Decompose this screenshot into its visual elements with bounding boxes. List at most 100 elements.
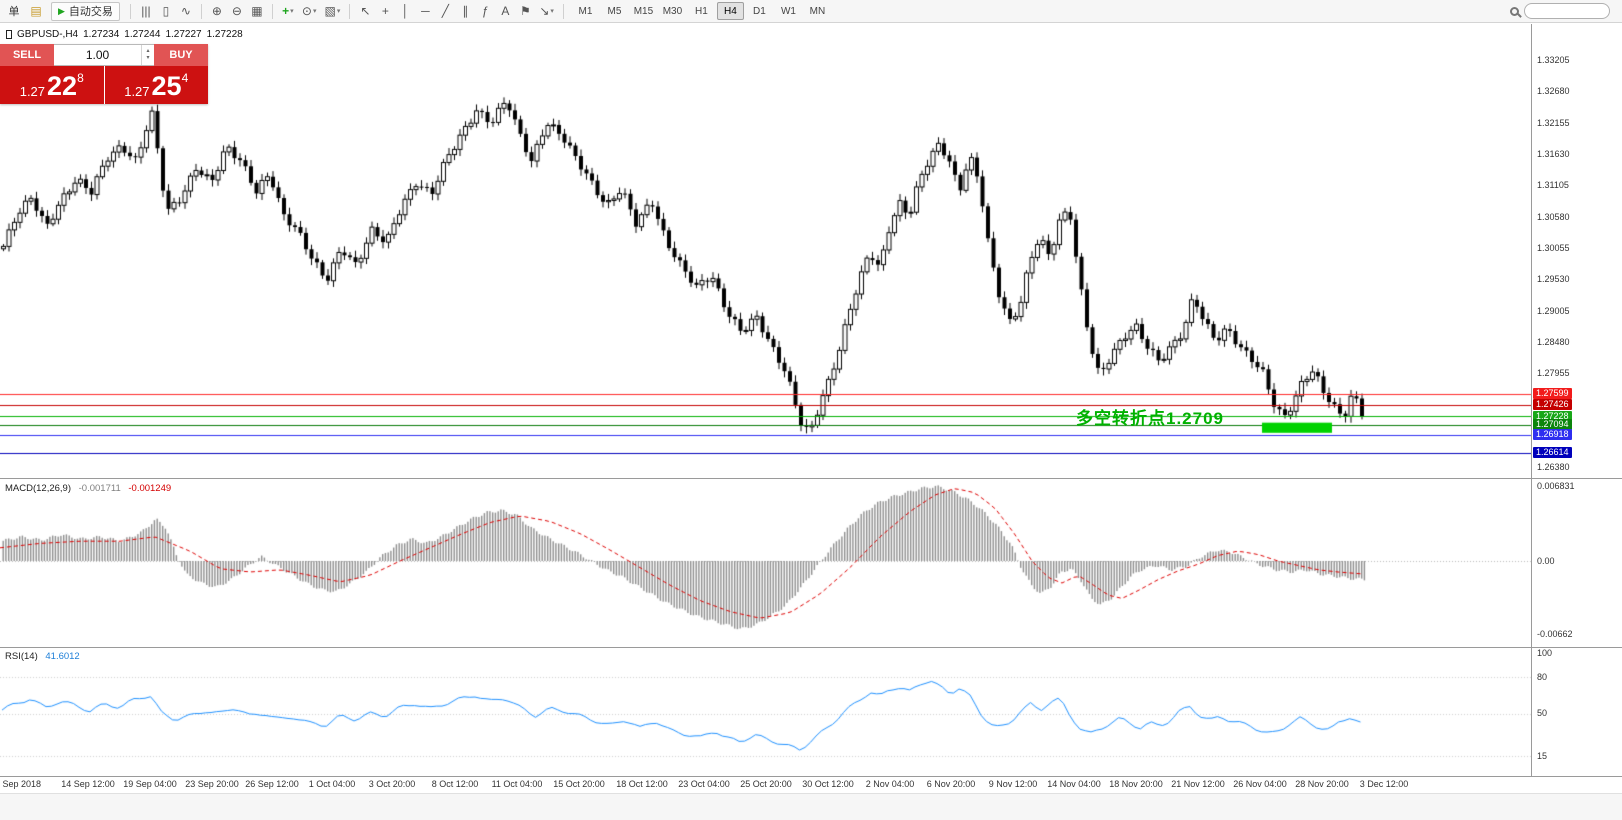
toolbar-separator bbox=[200, 3, 202, 19]
time-label: 26 Sep 12:00 bbox=[245, 779, 299, 789]
toolbar-separator bbox=[349, 3, 351, 19]
panel-separator[interactable] bbox=[0, 478, 1622, 479]
timeframe-button-m5[interactable]: M5 bbox=[607, 5, 622, 17]
tile-windows-icon[interactable]: ▦ bbox=[247, 2, 267, 21]
rsi-title: RSI(14) bbox=[5, 651, 38, 662]
autotrading-button[interactable]: ▶ 自动交易 bbox=[51, 1, 120, 21]
price-tag: 1.27094 bbox=[1533, 419, 1572, 430]
bar-chart-icon-glyph: ||| bbox=[141, 4, 151, 18]
time-label: 9 Nov 12:00 bbox=[988, 779, 1038, 789]
time-label: 6 Nov 20:00 bbox=[926, 779, 976, 789]
sell-price[interactable]: 1.27 22 8 bbox=[0, 66, 105, 104]
rsi-value: 41.6012 bbox=[45, 651, 80, 662]
timeframe-buttons: M1 M5 M15 M30 H1 H4 D1 W1 MN bbox=[571, 2, 832, 20]
tile-windows-icon-glyph: ▦ bbox=[251, 4, 263, 18]
bar-chart-icon[interactable]: ||| bbox=[136, 2, 156, 21]
timeframe-button-h1[interactable]: H1 bbox=[695, 5, 708, 17]
vertical-line-icon[interactable]: │ bbox=[395, 2, 415, 21]
symbol-ohlc-line: GBPUSD-,H4 1.27234 1.27244 1.27227 1.272… bbox=[6, 29, 243, 40]
time-label: 26 Nov 04:00 bbox=[1233, 779, 1287, 789]
time-label: 28 Nov 20:00 bbox=[1295, 779, 1349, 789]
price-tag: 1.27599 bbox=[1533, 388, 1572, 399]
candlestick-chart-icon[interactable]: ▯ bbox=[156, 2, 176, 21]
price-scale-label: 1.32155 bbox=[1537, 118, 1570, 128]
time-label: 14 Nov 04:00 bbox=[1047, 779, 1101, 789]
spinner-up-icon[interactable]: ▴ bbox=[146, 48, 150, 54]
volume-box: ▴ ▾ bbox=[54, 44, 154, 66]
templates-icon-glyph: ▧ bbox=[324, 4, 336, 18]
macd-signal-value: -0.001249 bbox=[128, 483, 172, 494]
arrows-icon[interactable]: ↘ ▾ bbox=[535, 2, 558, 21]
profiles-icon[interactable]: ▤ bbox=[26, 2, 46, 21]
text-icon[interactable]: A bbox=[495, 2, 515, 21]
cursor-icon[interactable]: ↖ bbox=[355, 2, 375, 21]
price-tag: 1.27228 bbox=[1533, 411, 1572, 422]
toolbar-search bbox=[1510, 3, 1618, 19]
volume-spinner[interactable]: ▴ ▾ bbox=[141, 45, 154, 65]
dropdown-caret-icon: ▾ bbox=[312, 8, 317, 15]
price-scale-label: 1.31105 bbox=[1537, 180, 1569, 190]
time-label: 30 Oct 12:00 bbox=[802, 779, 854, 789]
spinner-down-icon[interactable]: ▾ bbox=[146, 55, 150, 61]
main-chart-canvas[interactable] bbox=[0, 24, 1532, 478]
zoom-out-icon[interactable]: ⊖ bbox=[227, 2, 247, 21]
volume-input[interactable] bbox=[54, 45, 141, 65]
channel-icon[interactable]: ∥ bbox=[455, 2, 475, 21]
window-bottom-strip bbox=[0, 793, 1622, 820]
ohlc-open: 1.27234 bbox=[83, 29, 120, 40]
horizontal-line-icon-glyph: ─ bbox=[421, 4, 430, 18]
toolbar-separator bbox=[562, 3, 564, 19]
timeframe-button-m30[interactable]: M30 bbox=[662, 5, 683, 17]
timeframe-button-h4[interactable]: H4 bbox=[716, 2, 744, 20]
time-label: 8 Oct 12:00 bbox=[431, 779, 479, 789]
price-scale-label: 1.30055 bbox=[1537, 243, 1570, 253]
new-order-button[interactable]: 单 bbox=[8, 6, 20, 18]
text-icon-glyph: A bbox=[501, 4, 510, 18]
trade-top-row: SELL ▴ ▾ BUY bbox=[0, 44, 208, 66]
dropdown-caret-icon: ▾ bbox=[550, 8, 554, 15]
buy-button[interactable]: BUY bbox=[154, 44, 208, 66]
label-icon-glyph: ⚑ bbox=[519, 4, 531, 18]
search-input[interactable] bbox=[1524, 3, 1610, 19]
sell-price-big-figure: 1.27 bbox=[19, 84, 46, 99]
panel-separator[interactable] bbox=[0, 647, 1622, 648]
annotation-text: 多空转折点1.2709 bbox=[1076, 409, 1224, 428]
time-label: 3 Sep 2018 bbox=[0, 779, 42, 789]
buy-price-point: 4 bbox=[181, 71, 189, 85]
line-chart-icon[interactable]: ∿ bbox=[176, 2, 196, 21]
fibonacci-icon-glyph: ƒ bbox=[482, 4, 489, 18]
macd-title: MACD(12,26,9) bbox=[5, 483, 71, 494]
toolbar-separator bbox=[271, 3, 273, 19]
macd-panel-canvas[interactable] bbox=[0, 479, 1532, 647]
timeframe-button-m1[interactable]: M1 bbox=[578, 5, 593, 17]
fibonacci-icon[interactable]: ƒ bbox=[475, 2, 495, 21]
crosshair-icon[interactable]: + bbox=[375, 2, 395, 21]
trendline-icon[interactable]: ╱ bbox=[435, 2, 455, 21]
timeframe-button-mn[interactable]: MN bbox=[809, 5, 826, 17]
horizontal-line-icon[interactable]: ─ bbox=[415, 2, 435, 21]
crosshair-icon-glyph: + bbox=[381, 4, 389, 18]
buy-price[interactable]: 1.27 25 4 bbox=[105, 66, 209, 104]
timeframe-button-d1[interactable]: D1 bbox=[753, 5, 766, 17]
macd-value: -0.001711 bbox=[78, 483, 121, 494]
templates-icon[interactable]: ▧ ▾ bbox=[321, 2, 345, 21]
timeframe-button-w1[interactable]: W1 bbox=[780, 5, 796, 17]
time-label: 3 Dec 12:00 bbox=[1359, 779, 1409, 789]
label-icon[interactable]: ⚑ bbox=[515, 2, 535, 21]
arrows-icon-glyph: ↘ bbox=[539, 4, 550, 18]
indicators-icon[interactable]: + ▾ bbox=[278, 2, 298, 21]
rsi-panel-canvas[interactable] bbox=[0, 648, 1532, 776]
time-label: 2 Nov 04:00 bbox=[865, 779, 915, 789]
periods-icon-glyph: ⊙ bbox=[301, 4, 312, 18]
macd-scale-label: 0.00 bbox=[1537, 556, 1555, 566]
zoom-in-icon[interactable]: ⊕ bbox=[207, 2, 227, 21]
rsi-header: RSI(14) 41.6012 bbox=[5, 651, 85, 662]
profiles-icon-glyph: ▤ bbox=[30, 4, 42, 18]
play-icon: ▶ bbox=[58, 5, 65, 16]
time-label: 15 Oct 20:00 bbox=[553, 779, 605, 789]
periods-icon[interactable]: ⊙ ▾ bbox=[298, 2, 321, 21]
timeframe-button-m15[interactable]: M15 bbox=[633, 5, 654, 17]
sell-button[interactable]: SELL bbox=[0, 44, 54, 66]
search-icon[interactable] bbox=[1510, 6, 1519, 16]
